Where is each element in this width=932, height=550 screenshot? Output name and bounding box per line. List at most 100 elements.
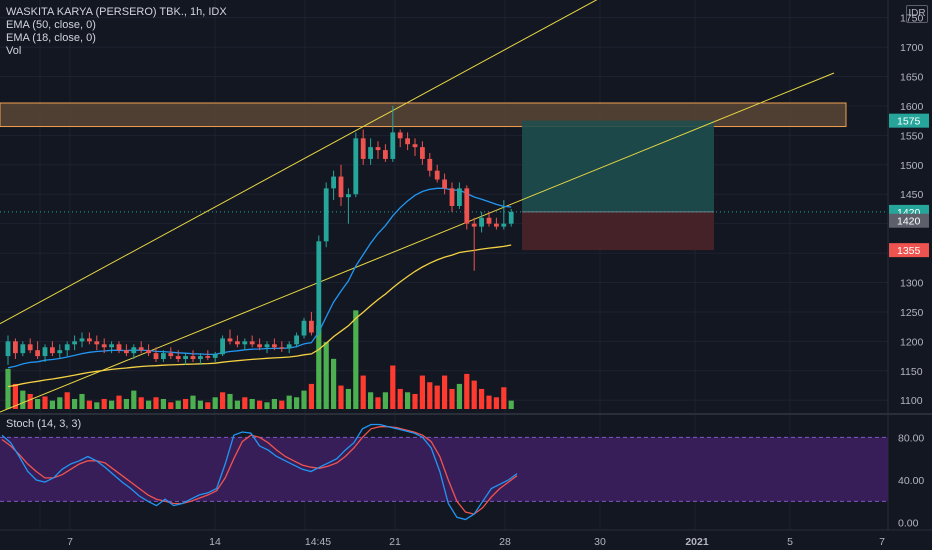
volume-bar [234, 400, 240, 409]
volume-bar [227, 393, 233, 409]
volume-bar [479, 388, 485, 409]
price-tick-label: 1300 [900, 278, 924, 290]
volume-bar [27, 393, 33, 409]
volume-bar [220, 392, 226, 409]
volume-bar [412, 393, 418, 409]
candle-body [235, 341, 240, 345]
candle-body [116, 344, 122, 351]
ema18-legend[interactable]: EMA (18, close, 0) [6, 32, 96, 44]
volume-bar [508, 400, 514, 409]
stoch-legend: Stoch (14, 3, 3) [6, 418, 81, 431]
lower-trendline [0, 72, 835, 413]
candle-body [101, 344, 107, 348]
price-tick-label: 1450 [900, 189, 924, 201]
price-tick-label: 1650 [900, 72, 924, 84]
candle-body [168, 353, 174, 357]
price-tag [889, 113, 929, 128]
candle-body [346, 194, 351, 198]
stop-zone [522, 211, 714, 251]
candle-body [390, 132, 396, 159]
volume-bar [442, 375, 448, 409]
candles [5, 105, 514, 365]
grid-lines [0, 0, 932, 531]
candle-body [175, 356, 181, 360]
volume-bar [183, 398, 189, 409]
volume-bar [153, 397, 159, 409]
candle-body [64, 344, 70, 351]
volume-bar [131, 390, 137, 409]
volume-bar [190, 395, 196, 409]
candle-body [138, 347, 144, 351]
volume-bar [382, 392, 388, 409]
currency-badge[interactable]: IDR [906, 5, 928, 23]
price-tick-label: 1250 [900, 307, 924, 319]
candle-body [5, 341, 11, 357]
volume-bar [271, 398, 277, 409]
candle-body [87, 338, 92, 342]
candle-body [161, 353, 166, 360]
volume-bar [168, 402, 174, 409]
volume-bar [471, 380, 477, 409]
candle-body [442, 179, 447, 189]
candle-body [272, 344, 277, 348]
volume-bar [360, 375, 366, 409]
stoch-tick-label: 40.00 [898, 475, 924, 487]
candle-body [301, 320, 307, 336]
time-tick-label: 28 [499, 536, 511, 548]
chart-legend: WASKITA KARYA (PERSERO) TBK., 1h, IDX EM… [6, 6, 227, 58]
time-tick-label: 30 [594, 536, 606, 548]
volume-bar [405, 392, 411, 409]
stoch-tick-label: 0.00 [898, 518, 919, 530]
volume-bar [12, 383, 18, 409]
candle-body [146, 350, 151, 354]
price-tick-label: 1600 [900, 101, 924, 113]
candle-body [153, 353, 159, 360]
volume-bar [353, 310, 359, 409]
volume-bar [368, 392, 374, 409]
volume-bar [456, 383, 462, 409]
stoch-label[interactable]: Stoch (14, 3, 3) [6, 418, 82, 430]
volume-bar [345, 388, 351, 409]
ema50-legend[interactable]: EMA (50, close, 0) [6, 19, 96, 31]
price-tag [889, 213, 929, 228]
price-tag [889, 243, 929, 258]
time-tick-label: 5 [787, 536, 793, 548]
time-tick-label: 2021 [685, 536, 709, 548]
volume-bar [72, 398, 78, 409]
volume-bar [57, 397, 63, 409]
candle-body [50, 347, 55, 354]
candle-body [212, 354, 218, 358]
volume-legend[interactable]: Vol [6, 45, 22, 57]
price-tick-label: 1750 [900, 13, 924, 25]
candle-body [183, 356, 188, 360]
volume-bar [35, 398, 41, 409]
time-tick-label: 7 [879, 536, 885, 548]
candle-body [35, 350, 40, 357]
candle-body [13, 341, 18, 354]
price-tick-label: 1100 [900, 395, 923, 407]
price-tag-label: 1575 [897, 116, 921, 128]
volume-bar [123, 398, 129, 409]
candle-body [434, 170, 440, 180]
candle-body [79, 338, 85, 342]
candle-body [205, 356, 211, 358]
volume-bar [464, 373, 470, 409]
candle-body [264, 344, 270, 348]
stoch-d-line [1, 426, 518, 515]
stoch-pane [0, 423, 888, 521]
candle-body [249, 341, 255, 345]
trendlines[interactable] [0, 0, 835, 413]
candle-body [124, 350, 129, 354]
stoch-k-line [1, 423, 518, 521]
volume-bar [20, 390, 26, 409]
volume-bar [338, 385, 344, 409]
time-tick-label: 14 [209, 536, 221, 548]
price-tick-label: 1150 [900, 366, 923, 378]
resistance-zone [0, 102, 847, 128]
symbol-title[interactable]: WASKITA KARYA (PERSERO) TBK., 1h, IDX [6, 6, 227, 18]
volume-bar [501, 387, 507, 409]
candle-body [279, 347, 285, 349]
volume-bar [212, 397, 218, 409]
price-tick-label: 1500 [900, 160, 924, 172]
